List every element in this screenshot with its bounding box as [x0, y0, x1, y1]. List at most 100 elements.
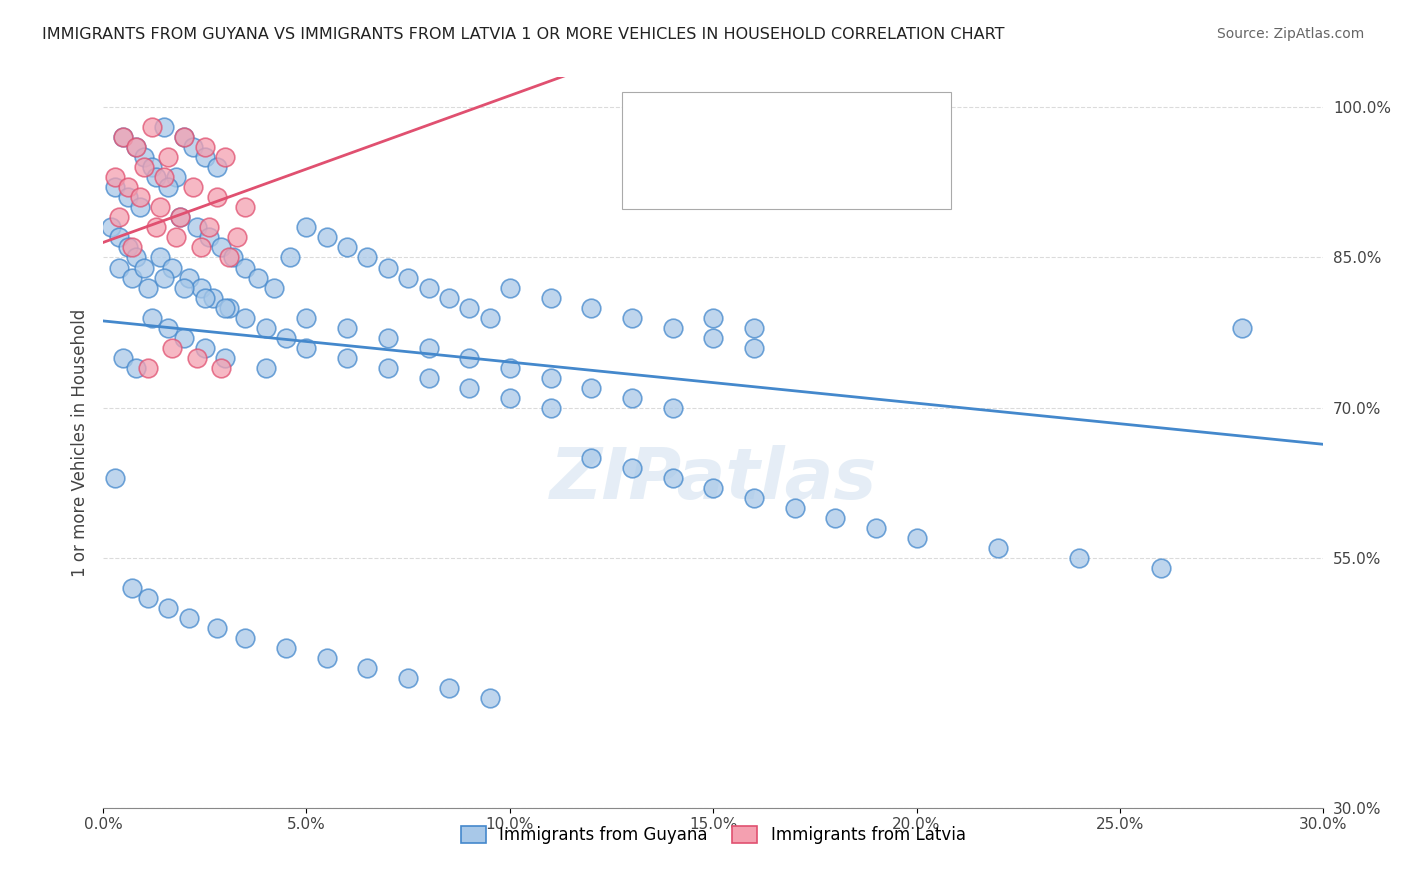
Point [396, 270, 419, 285]
Point [173, 130, 195, 145]
Point [121, 270, 143, 285]
Point [136, 280, 159, 294]
Point [100, 220, 122, 235]
Point [276, 330, 298, 344]
Point [540, 291, 562, 305]
Point [661, 470, 683, 484]
Point [222, 251, 245, 265]
Point [165, 170, 187, 185]
Point [205, 190, 228, 204]
Point [295, 220, 318, 235]
Point [263, 280, 285, 294]
Point [112, 130, 135, 145]
Point [194, 341, 217, 355]
Point [177, 270, 200, 285]
Point [209, 240, 232, 254]
Point [1069, 550, 1091, 565]
Point [336, 351, 359, 365]
Point [336, 240, 359, 254]
FancyBboxPatch shape [621, 92, 950, 209]
Point [157, 320, 180, 334]
Point [198, 230, 221, 244]
Point [377, 360, 399, 375]
Y-axis label: 1 or more Vehicles in Household: 1 or more Vehicles in Household [72, 309, 89, 577]
Point [620, 391, 643, 405]
Point [124, 360, 146, 375]
Point [824, 510, 846, 524]
Point [209, 360, 232, 375]
Point [278, 251, 301, 265]
Point [276, 640, 298, 655]
Point [478, 690, 501, 705]
Point [117, 180, 139, 194]
Point [295, 310, 318, 325]
Point [1149, 560, 1171, 574]
Point [165, 230, 187, 244]
Point [149, 251, 172, 265]
Point [458, 301, 481, 315]
Text: ZIPatlas: ZIPatlas [550, 444, 877, 514]
Point [661, 320, 683, 334]
Point [235, 260, 257, 275]
Point [149, 201, 172, 215]
Point [173, 130, 195, 145]
Point [336, 320, 359, 334]
Point [145, 220, 167, 235]
Point [214, 151, 236, 165]
Point [254, 360, 277, 375]
Point [169, 211, 191, 225]
Point [218, 251, 240, 265]
Point [186, 220, 208, 235]
Point [173, 330, 195, 344]
Point [437, 681, 460, 695]
Point [702, 330, 724, 344]
Point [136, 360, 159, 375]
Point [117, 240, 139, 254]
Point [214, 351, 236, 365]
Point [226, 230, 249, 244]
Point [132, 260, 155, 275]
Point [620, 460, 643, 475]
Point [396, 671, 419, 685]
Point [198, 220, 221, 235]
Point [205, 161, 228, 175]
Point [141, 161, 163, 175]
Point [254, 320, 277, 334]
Point [295, 341, 318, 355]
Point [905, 531, 928, 545]
Point [356, 660, 378, 674]
Point [377, 260, 399, 275]
Point [315, 650, 337, 665]
Point [124, 140, 146, 154]
Point [458, 380, 481, 394]
Point [177, 610, 200, 624]
Point [579, 450, 602, 465]
Point [201, 291, 224, 305]
Point [783, 500, 806, 515]
Point [104, 470, 127, 484]
Point [418, 280, 440, 294]
Point [112, 351, 135, 365]
Text: Source: ZipAtlas.com: Source: ZipAtlas.com [1216, 27, 1364, 41]
Point [478, 310, 501, 325]
Point [235, 201, 257, 215]
Point [246, 270, 269, 285]
Point [157, 151, 180, 165]
Point [157, 180, 180, 194]
Point [702, 310, 724, 325]
Point [540, 370, 562, 384]
Point [499, 280, 522, 294]
Point [418, 341, 440, 355]
Point [132, 161, 155, 175]
Point [579, 380, 602, 394]
Point [987, 541, 1010, 555]
Point [661, 401, 683, 415]
Point [865, 520, 887, 534]
Point [117, 190, 139, 204]
Point [499, 391, 522, 405]
Point [181, 180, 204, 194]
Point [136, 591, 159, 605]
Point [702, 481, 724, 495]
Point [124, 140, 146, 154]
Point [157, 600, 180, 615]
